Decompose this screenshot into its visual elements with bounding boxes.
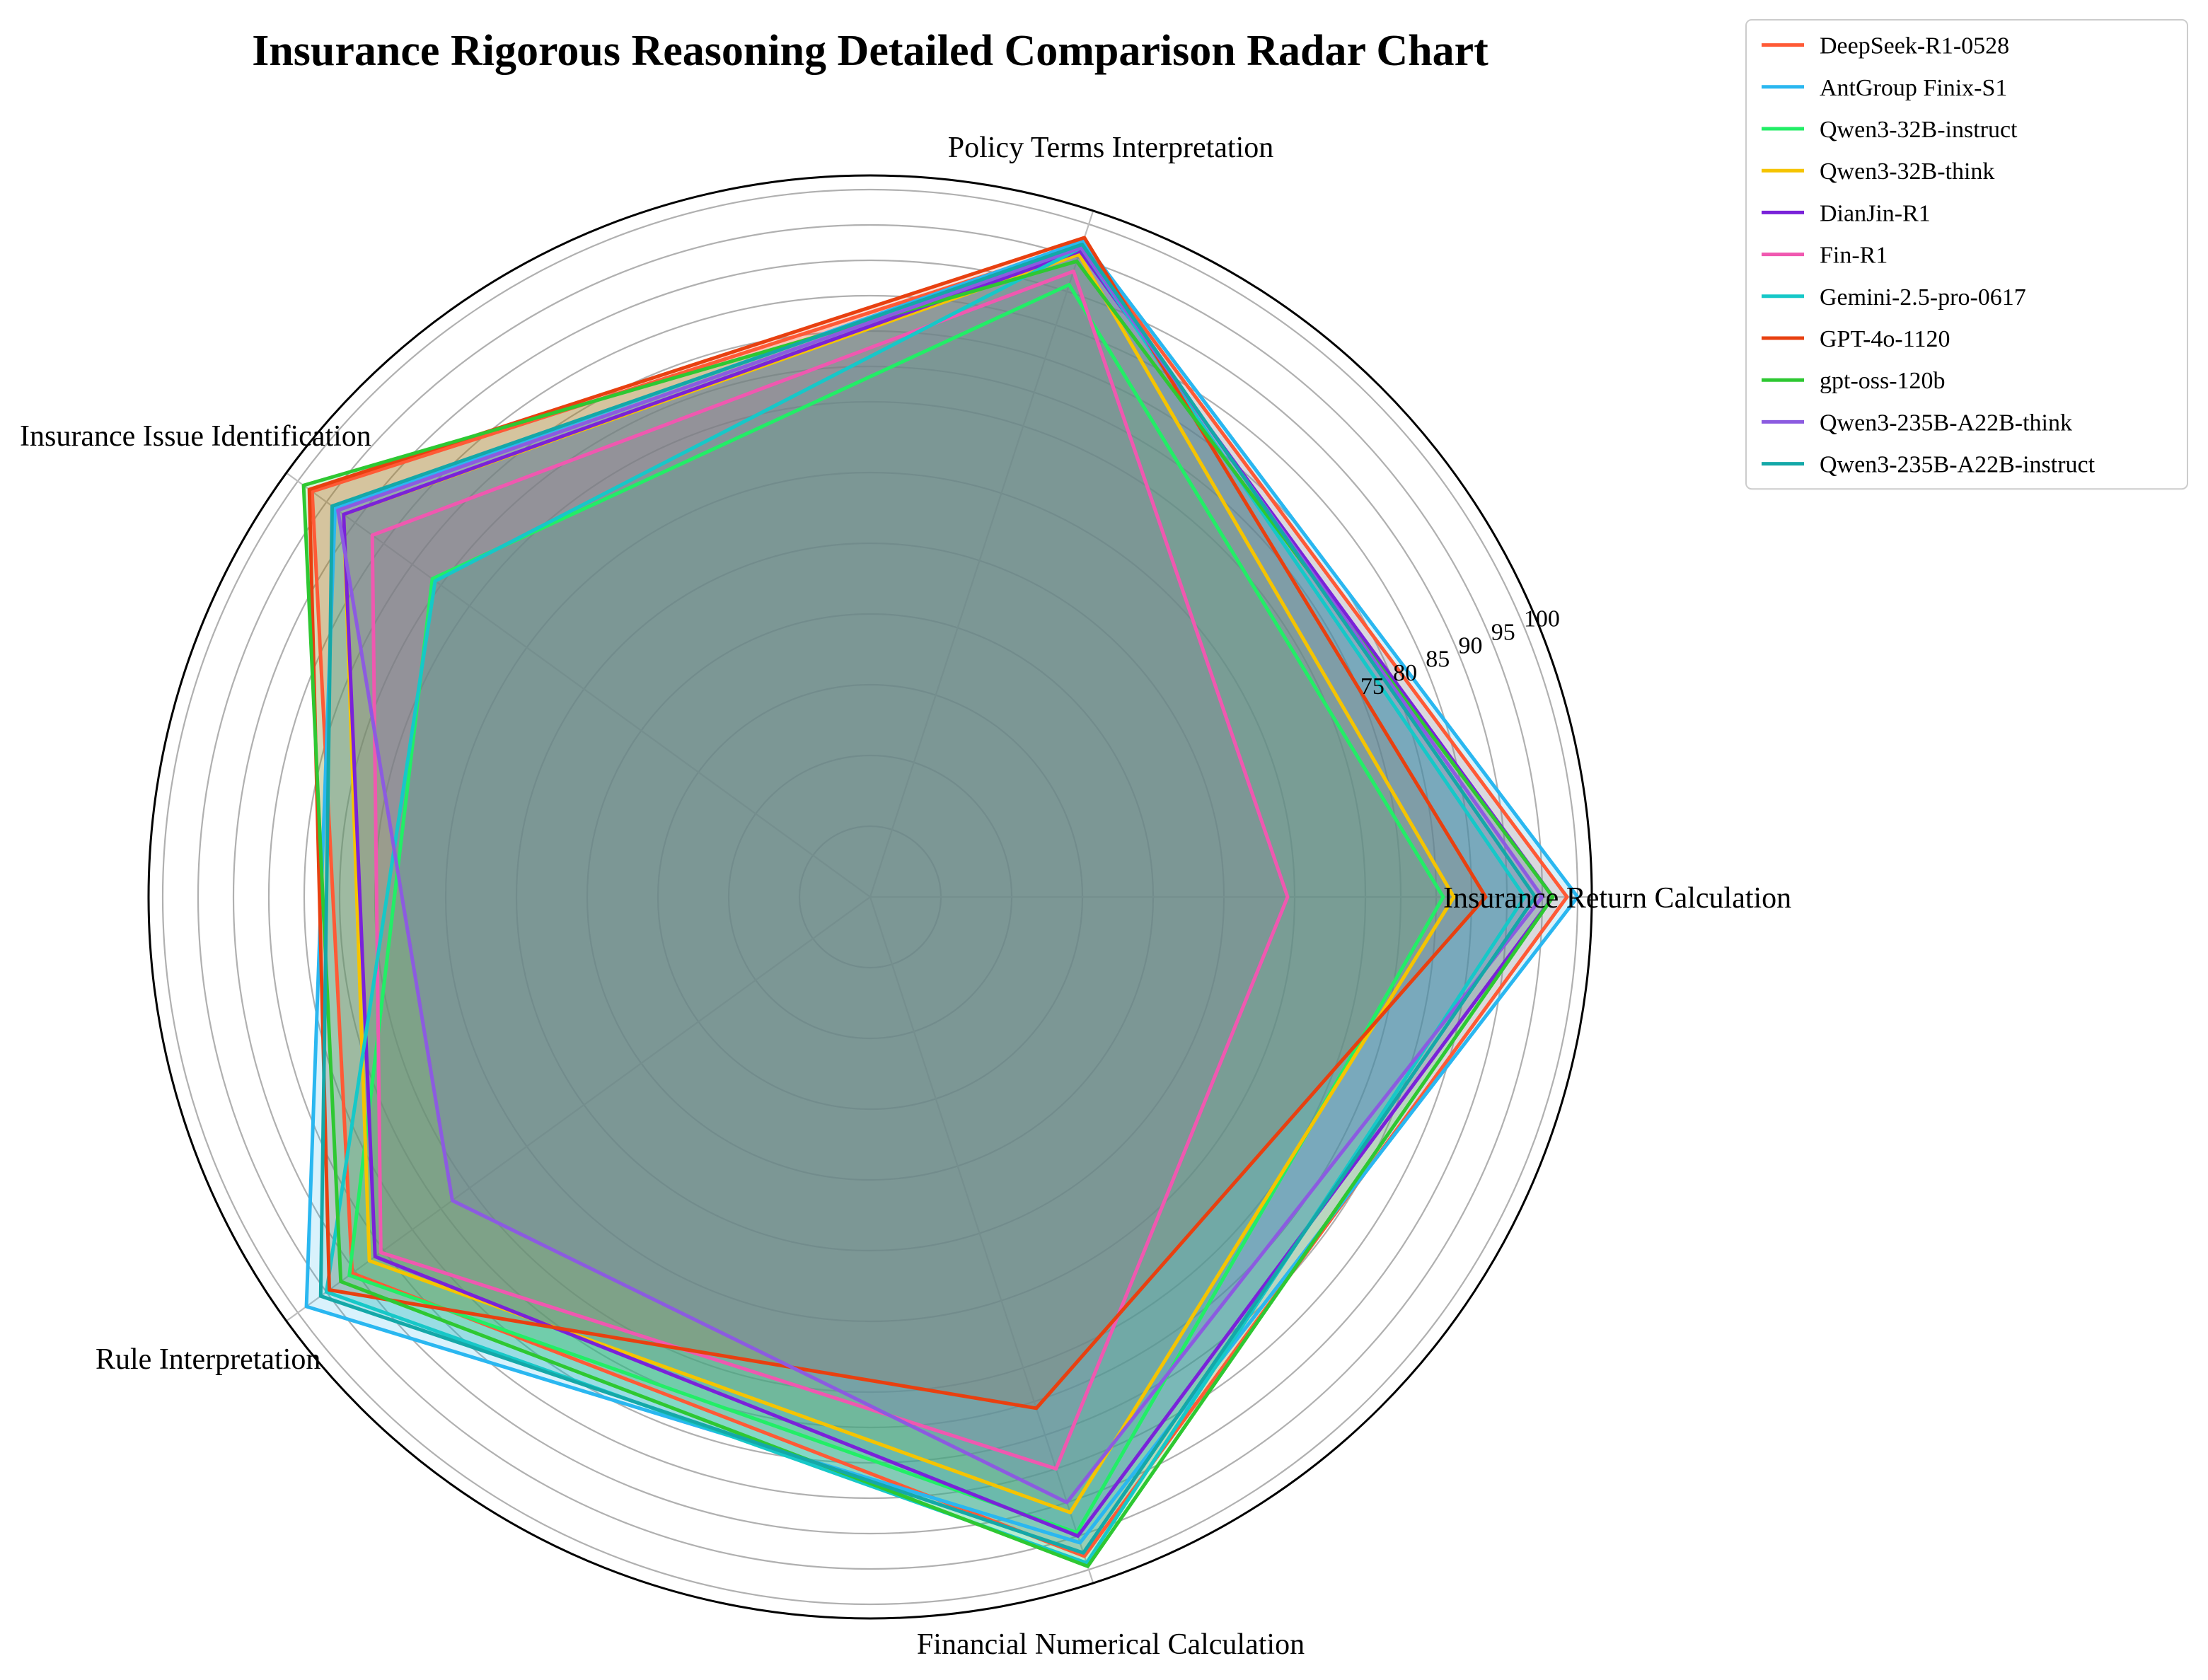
legend-label: DeepSeek-R1-0528 <box>1820 33 2009 59</box>
axis-label: Insurance Return Calculation <box>1443 882 1791 915</box>
series-fill <box>326 248 1525 1563</box>
chart-title: Insurance Rigorous Reasoning Detailed Co… <box>252 27 1489 75</box>
legend-label: GPT-4o-1120 <box>1820 326 1950 352</box>
series-line <box>342 253 1456 1514</box>
axis-label: Rule Interpretation <box>96 1343 320 1376</box>
axis-labels: Insurance Return Calculation Policy Terms… <box>20 132 1791 1661</box>
series-fill <box>343 251 1554 1536</box>
series-fill <box>320 244 1535 1553</box>
series-fill <box>309 238 1486 1408</box>
grid-spoke <box>286 896 871 1322</box>
radar-series <box>301 236 1580 1568</box>
legend-label: AntGroup Finix-S1 <box>1820 75 2007 101</box>
legend-label: Gemini-2.5-pro-0617 <box>1820 284 2026 311</box>
series-fill <box>372 271 1288 1469</box>
legend-label: gpt-oss-120b <box>1820 368 1946 394</box>
outer-frame <box>147 174 1593 1620</box>
series-line <box>347 283 1445 1535</box>
legend-label: Qwen3-32B-think <box>1820 158 1994 185</box>
radial-tick-label: 75 <box>1360 673 1385 700</box>
legend-label: Fin-R1 <box>1820 243 1888 269</box>
axis-label: Policy Terms Interpretation <box>948 132 1274 164</box>
grid-spoke <box>869 210 1094 898</box>
legend: DeepSeek-R1-0528 AntGroup Finix-S1 Qwen3-3… <box>1745 19 2188 490</box>
axis-label: Insurance Issue Identification <box>20 420 371 453</box>
legend-label: Qwen3-235B-A22B-instruct <box>1820 452 2096 478</box>
series-line <box>301 259 1555 1568</box>
series-line <box>318 243 1537 1555</box>
radial-tick-label: 90 <box>1459 633 1483 659</box>
legend-label: Qwen3-32B-instruct <box>1820 117 2018 143</box>
series-fill <box>349 284 1443 1533</box>
legend-box <box>1745 19 2188 490</box>
axis-label: Financial Numerical Calculation <box>917 1628 1305 1661</box>
legend-label: DianJin-R1 <box>1820 200 1931 226</box>
radial-tick-labels: 75 80 85 90 95 100 <box>1360 606 1560 700</box>
series-fill <box>337 248 1543 1503</box>
radial-tick-label: 95 <box>1491 620 1515 646</box>
legend-label: Qwen3-235B-A22B-think <box>1820 410 2072 436</box>
radial-tick-label: 85 <box>1426 647 1450 673</box>
grid-spoke <box>286 472 871 898</box>
radial-tick-label: 100 <box>1524 606 1560 632</box>
radial-tick-label: 80 <box>1393 660 1417 686</box>
series-line <box>370 270 1290 1471</box>
